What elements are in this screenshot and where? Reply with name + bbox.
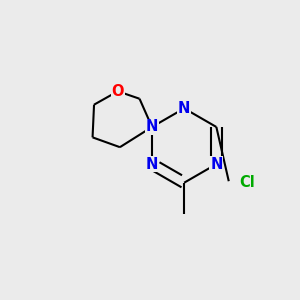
Text: Cl: Cl (239, 175, 255, 190)
Text: O: O (112, 84, 124, 99)
Text: N: N (146, 119, 158, 134)
Text: N: N (210, 157, 223, 172)
Text: N: N (146, 157, 158, 172)
Text: N: N (178, 101, 190, 116)
